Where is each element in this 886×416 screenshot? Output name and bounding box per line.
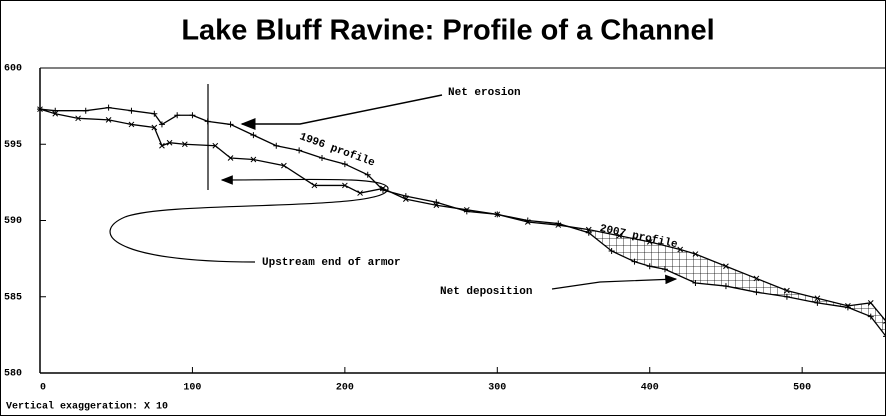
point-marker <box>181 141 188 148</box>
point-marker <box>692 251 699 257</box>
point-marker <box>661 266 668 273</box>
point-marker <box>433 202 440 209</box>
point-marker <box>52 107 59 114</box>
point-marker <box>646 238 653 245</box>
point-marker <box>883 333 886 340</box>
point-marker <box>402 196 409 203</box>
point-marker <box>463 206 470 213</box>
point-marker <box>380 185 386 192</box>
point-marker <box>753 289 760 296</box>
point-marker <box>723 263 729 270</box>
point-marker <box>677 246 684 253</box>
x-tick-label: 100 <box>183 383 201 394</box>
y-tick-label: 580 <box>4 369 22 380</box>
point-marker <box>342 182 348 189</box>
point-marker <box>814 299 821 306</box>
point-marker <box>82 107 89 114</box>
point-marker <box>158 121 165 128</box>
point-marker <box>753 275 760 282</box>
point-marker <box>37 106 43 113</box>
x-tick-label: 0 <box>40 383 46 394</box>
point-marker <box>250 156 257 163</box>
point-marker <box>784 287 790 294</box>
arrow <box>551 274 678 290</box>
arrow <box>240 94 443 130</box>
point-marker <box>433 199 440 206</box>
point-marker <box>250 132 257 139</box>
x-tick-label: 200 <box>336 383 354 394</box>
point-marker <box>867 313 874 320</box>
point-marker <box>783 293 790 300</box>
series-label: 1996 profile <box>298 131 377 170</box>
annotation: Net deposition <box>440 286 532 298</box>
point-marker <box>105 104 112 111</box>
x-tick-label: 400 <box>641 383 659 394</box>
point-marker <box>189 112 196 119</box>
point-marker <box>585 226 592 233</box>
point-marker <box>494 211 501 218</box>
deposition-hatch <box>558 223 886 337</box>
annotation: Net erosion <box>448 87 521 99</box>
point-marker <box>814 295 821 302</box>
point-marker <box>227 155 234 161</box>
point-marker <box>166 139 173 146</box>
point-marker <box>281 162 287 169</box>
chart-title: Lake Bluff Ravine: Profile of a Channel <box>181 15 714 47</box>
point-marker <box>357 190 363 196</box>
point-marker <box>296 147 303 154</box>
y-tick-label: 585 <box>4 292 22 303</box>
y-tick-label: 600 <box>4 64 22 75</box>
x-tick-label: 300 <box>488 383 506 394</box>
point-marker <box>364 171 371 178</box>
point-marker <box>105 116 112 123</box>
plot-area: 580 585 590 595 600 0 100 200 300 400 500 <box>4 64 886 394</box>
point-marker <box>159 142 165 149</box>
x-tick-label: 500 <box>793 383 811 394</box>
point-marker <box>883 318 886 325</box>
point-marker <box>341 161 348 168</box>
point-marker <box>555 222 562 228</box>
arrow <box>109 175 389 263</box>
y-tick-label: 590 <box>4 216 22 227</box>
point-marker <box>151 110 158 117</box>
point-marker <box>227 121 234 128</box>
point-marker <box>212 142 219 149</box>
point-marker <box>646 263 653 270</box>
point-marker <box>273 142 280 149</box>
point-marker <box>845 303 851 309</box>
point-marker <box>311 182 318 189</box>
point-marker <box>524 219 531 225</box>
point-marker <box>867 299 874 306</box>
annotation: Vertical exaggeration: X 10 <box>6 401 168 413</box>
profile-line <box>39 106 886 337</box>
point-marker <box>631 258 638 265</box>
point-marker <box>151 124 158 131</box>
point-marker <box>52 110 59 117</box>
point-marker <box>402 193 409 200</box>
point-marker <box>585 229 592 236</box>
point-marker <box>616 232 623 239</box>
point-marker <box>692 280 699 287</box>
annotation: Upstream end of armor <box>262 257 401 269</box>
point-marker <box>608 248 615 254</box>
point-marker <box>128 121 135 128</box>
point-marker <box>722 283 729 290</box>
point-marker <box>319 154 325 161</box>
point-marker <box>174 112 181 119</box>
point-marker <box>75 115 81 122</box>
y-tick-label: 595 <box>4 140 22 151</box>
point-marker <box>128 107 135 114</box>
